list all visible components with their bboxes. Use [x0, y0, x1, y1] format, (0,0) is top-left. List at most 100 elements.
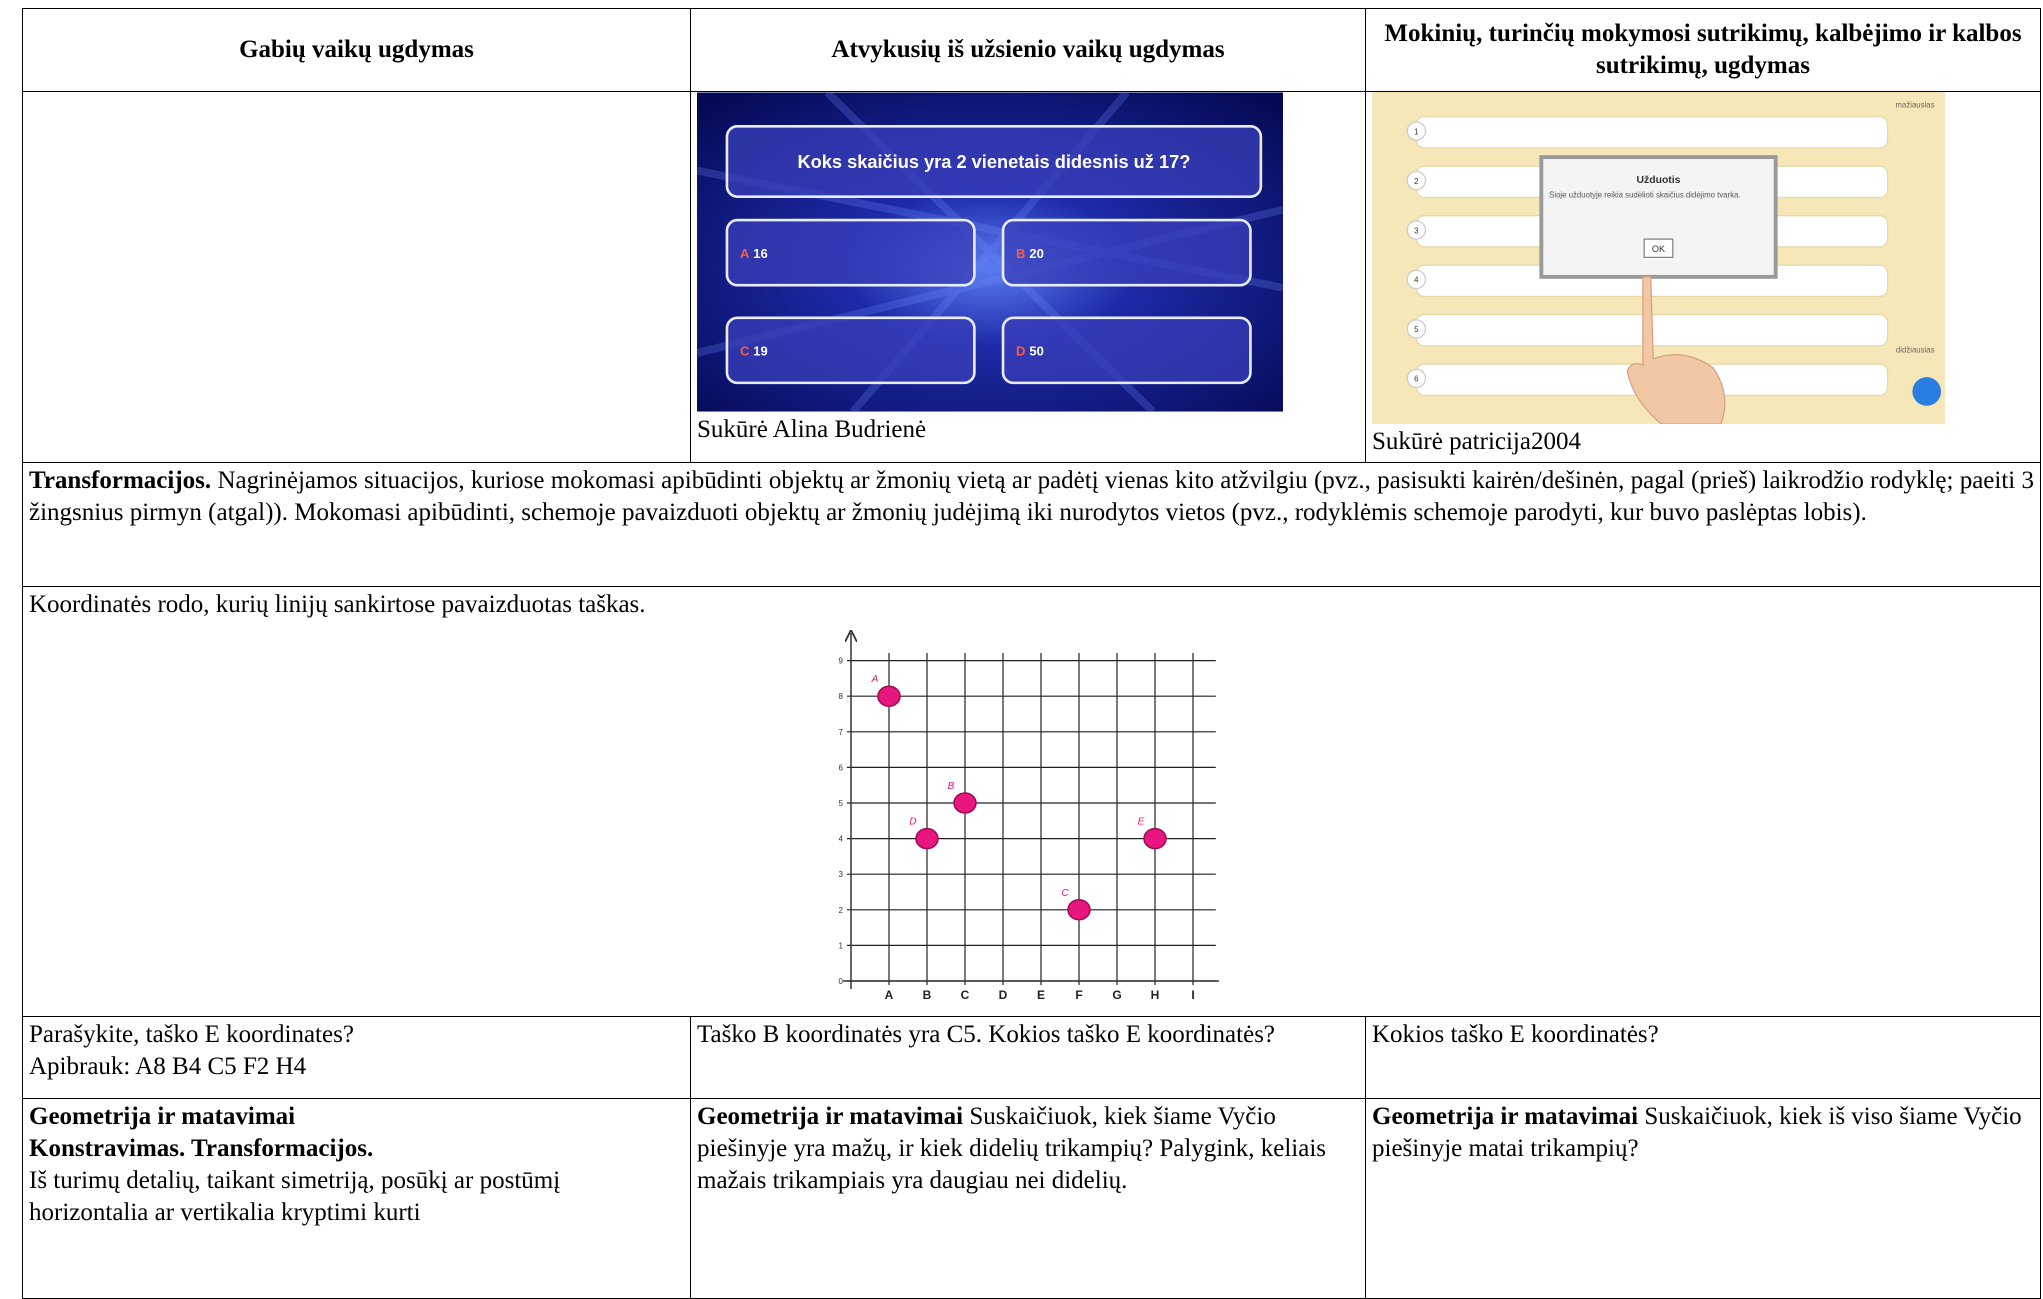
dialog-text: Šioje užduotyje reikia sudėlioti skaičiu…: [1549, 192, 1741, 201]
answer: D 50: [1016, 344, 1044, 359]
x-tick-label: C: [961, 988, 970, 1002]
caption: Sukūrė Alina Budrienė: [697, 416, 927, 443]
empty-cell: [22, 91, 691, 463]
caption: Sukūrė patricija2004: [1372, 428, 1581, 455]
y-tick-label: 5: [839, 799, 844, 808]
coordinates-cell: Koordinatės rodo, kurių linijų sankirtos…: [22, 586, 2041, 1017]
x-tick-label: F: [1075, 988, 1082, 1002]
answer-letter: B: [1016, 246, 1025, 261]
y-tick-label: 7: [839, 728, 844, 737]
text: Nagrinėjamos situacijos, kuriose mokomas…: [29, 467, 2035, 526]
bold-heading: Geometrija ir matavimai: [697, 1103, 964, 1130]
bold-heading: Konstravimas. Transformacijos.: [29, 1135, 374, 1162]
text: Koordinatės rodo, kurių linijų sankirtos…: [29, 591, 646, 618]
geometry-cell: Geometrija ir matavimai Suskaičiuok, kie…: [690, 1098, 1366, 1299]
header-cell: Atvykusių iš užsienio vaikų ugdymas: [690, 8, 1366, 92]
page: Gabių vaikų ugdymas Atvykusių iš užsieni…: [22, 8, 2041, 1299]
x-tick-label: G: [1112, 988, 1121, 1002]
bold-text: Transformacijos.: [29, 467, 212, 494]
y-tick-label: 0: [839, 977, 844, 986]
y-tick-label: 1: [839, 941, 844, 950]
header-cell: Mokinių, turinčių mokymosi sutrikimų, ka…: [1365, 8, 2041, 92]
point: [953, 792, 977, 814]
y-tick-label: 2: [839, 906, 844, 915]
answer-slot: [1415, 116, 1889, 149]
y-tick-label: 3: [839, 870, 844, 879]
slot-number-bg: [1406, 319, 1427, 339]
app-image: mažiausias 1 2 3 4 5 6 didžiausias Užduotis Šioje…: [1372, 92, 1945, 424]
question-cell: Parašykite, taško E koordinates? Apibrauk…: [22, 1016, 691, 1099]
answer-letter: D: [1016, 344, 1025, 359]
question-row: Parašykite, taško E koordinates? Apibrauk…: [22, 1016, 2041, 1099]
answer: C 19: [740, 344, 768, 359]
coordinate-grid: 0 1 2 3 4 5 6 7 8 9 A B C D E F G H I A B C D E: [839, 629, 1219, 1002]
y-tick-label: 8: [839, 692, 844, 701]
transform-row: Transformacijos. Nagrinėjamos situacijos…: [22, 462, 2041, 587]
question-line: Kokios taško E koordinatės?: [1372, 1021, 1659, 1048]
answer: A 16: [740, 246, 768, 261]
slot-number: 5: [1414, 325, 1419, 334]
quiz-cell: Koks skaičius yra 2 vienetais didesnis u…: [690, 91, 1366, 463]
answer-box: [725, 218, 976, 287]
answer: B 20: [1016, 246, 1044, 261]
slot-number-bg: [1406, 220, 1427, 240]
image-row: Koks skaičius yra 2 vienetais didesnis u…: [22, 91, 2041, 463]
geometry-cell: Geometrija ir matavimai Konstravimas. Tra…: [22, 1098, 691, 1299]
answer-letter: A: [740, 246, 750, 261]
answer-value: 20: [1029, 246, 1043, 261]
geometry-row: Geometrija ir matavimai Konstravimas. Tra…: [22, 1098, 2041, 1299]
header-cell: Gabių vaikų ugdymas: [22, 8, 691, 92]
answer-value: 19: [753, 344, 767, 359]
paragraph: Geometrija ir matavimai Suskaičiuok, kie…: [1372, 1101, 2034, 1165]
text: Suskaičiuok, kiek šiame Vyčio piešinyje …: [697, 1103, 1327, 1194]
x-tick-label: I: [1191, 988, 1194, 1002]
point: [877, 685, 901, 707]
app-cell: mažiausias 1 2 3 4 5 6 didžiausias Užduotis Šioje…: [1365, 91, 2041, 463]
quiz-question: Koks skaičius yra 2 vienetais didesnis u…: [797, 151, 1190, 172]
question-line: Taško B koordinatės yra C5. Kokios taško…: [697, 1021, 1276, 1048]
dialog-title: Užduotis: [1637, 175, 1681, 186]
answer-value: 50: [1029, 344, 1043, 359]
text: Iš turimų detalių, taikant simetriją, po…: [29, 1167, 561, 1226]
y-tick-label: 9: [839, 657, 844, 666]
slot-number: 1: [1414, 127, 1418, 136]
point-label: B: [948, 781, 955, 792]
header-row: Gabių vaikų ugdymas Atvykusių iš užsieni…: [22, 8, 2041, 92]
slot-number-bg: [1406, 121, 1427, 141]
coordinates-row: Koordinatės rodo, kurių linijų sankirtos…: [22, 586, 2041, 1017]
text: Suskaičiuok, kiek iš viso šiame Vyčio pi…: [1372, 1103, 2022, 1162]
slot-number: 6: [1414, 375, 1418, 384]
bottom-label: didžiausias: [1896, 345, 1935, 354]
bold-heading: Geometrija ir matavimai: [1372, 1103, 1639, 1130]
point-label: E: [1138, 817, 1145, 828]
answer-box: [1001, 316, 1252, 385]
point-label: C: [1061, 888, 1069, 899]
question-cell: Kokios taško E koordinatės?: [1365, 1016, 2041, 1099]
slot-number-bg: [1406, 170, 1427, 191]
dialog-text-box: Šioje užduotyje reikia sudėlioti skaičiu…: [1549, 192, 1741, 201]
transform-cell: Transformacijos. Nagrinėjamos situacijos…: [22, 462, 2041, 587]
slot-number-bg: [1406, 368, 1427, 389]
curriculum-table: Gabių vaikų ugdymas Atvykusių iš užsieni…: [22, 8, 2041, 1299]
question-line: Parašykite, taško E koordinates?: [29, 1021, 354, 1048]
x-tick-label: H: [1151, 988, 1160, 1002]
slot-number: 4: [1414, 276, 1419, 285]
point-label: D: [909, 817, 916, 828]
x-tick-label: D: [999, 988, 1008, 1002]
y-tick-label: 6: [839, 763, 844, 772]
top-label: mažiausias: [1896, 101, 1935, 110]
x-tick-label: B: [923, 988, 932, 1002]
paragraph: Geometrija ir matavimai Suskaičiuok, kie…: [697, 1101, 1359, 1197]
point: [1143, 827, 1167, 850]
slot-number-bg: [1406, 269, 1427, 290]
x-tick-label: E: [1037, 988, 1045, 1002]
answer-value: 16: [753, 246, 767, 261]
y-tick-label: 4: [839, 835, 844, 844]
bold-heading: Geometrija ir matavimai: [29, 1103, 296, 1130]
slot-number: 2: [1414, 177, 1418, 186]
quiz-rays: [697, 92, 1283, 412]
hand: [1626, 276, 1726, 424]
ok-label: OK: [1652, 244, 1665, 254]
slot-number: 3: [1414, 226, 1418, 235]
answer-letter: C: [740, 344, 750, 359]
